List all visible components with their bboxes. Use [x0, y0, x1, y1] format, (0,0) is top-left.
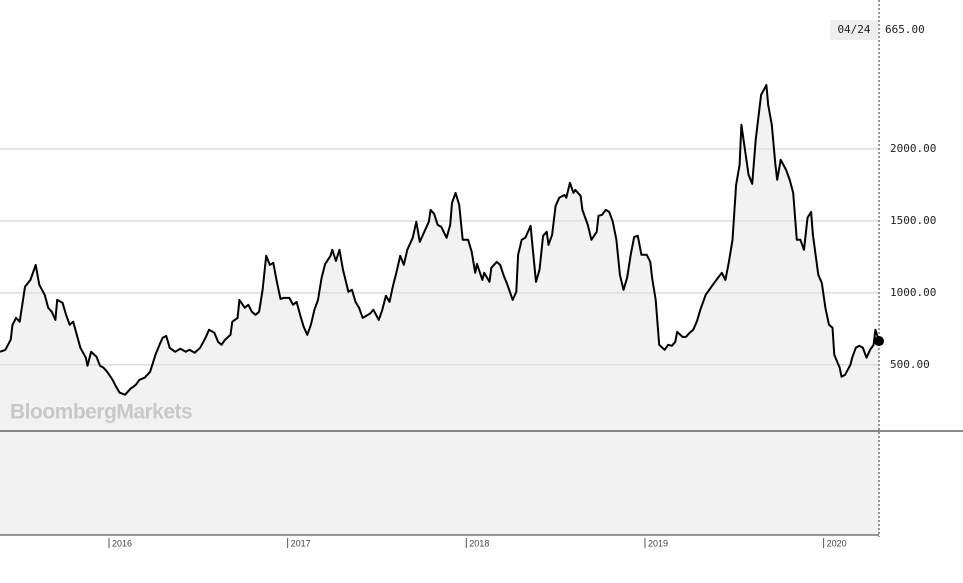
x-tick-label: 2016: [112, 538, 132, 548]
watermark: BloombergMarkets: [10, 401, 192, 424]
last-point: [874, 336, 884, 347]
area: [0, 85, 879, 431]
lower-panel: [0, 431, 879, 535]
y-tick-label: 500.00: [890, 358, 930, 371]
cursor-date: 04/24: [837, 23, 870, 36]
x-tick-label: 2020: [827, 538, 847, 548]
y-tick-label: 2000.00: [890, 142, 936, 155]
cursor-value: 665.00: [885, 23, 925, 36]
y-tick-label: 1500.00: [890, 214, 936, 227]
y-tick-label: 1000.00: [890, 286, 936, 299]
line: [0, 84, 880, 396]
x-tick-label: 2018: [469, 538, 489, 548]
cursor-date-box: [830, 20, 878, 40]
x-tick-label: 2017: [291, 538, 311, 548]
x-tick-label: 2019: [648, 538, 668, 548]
